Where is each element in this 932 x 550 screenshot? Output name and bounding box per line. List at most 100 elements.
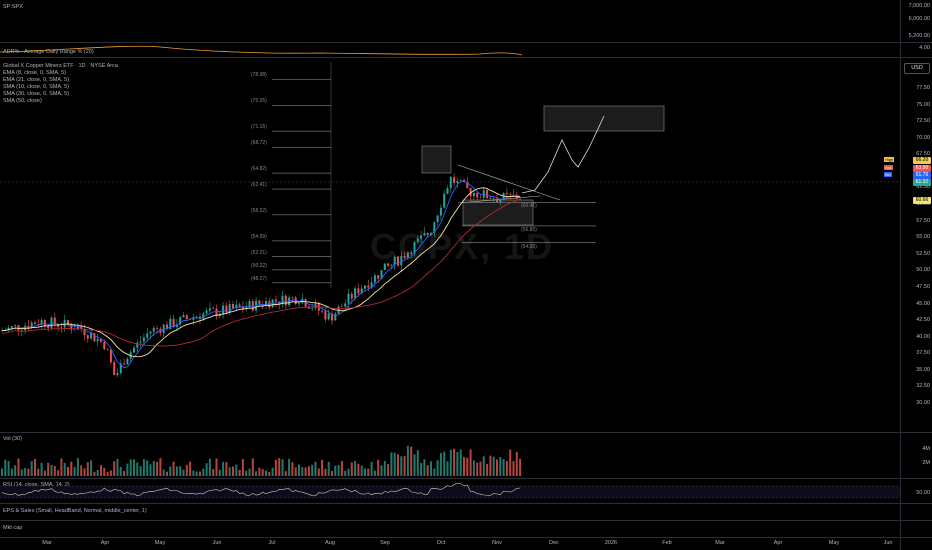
fib-level-label: (71.15): [251, 124, 267, 131]
candle-body: [423, 233, 426, 236]
time-axis[interactable]: Mar Apr May Jun Jul Aug Sep Oct Nov Dec 2026 Feb Mar…: [0, 537, 932, 550]
candle-body: [205, 310, 208, 314]
volume-bar: [423, 459, 426, 476]
volume-bar: [350, 462, 353, 476]
volume-bar: [294, 467, 297, 476]
pane-divider[interactable]: [0, 503, 932, 504]
currency-button[interactable]: USD: [904, 63, 930, 74]
price-tick: 67.50: [916, 151, 930, 158]
candle-body: [199, 316, 201, 319]
volume-bar: [57, 470, 60, 476]
volume-bar: [364, 468, 366, 476]
legend-sma30[interactable]: SMA (30, close, 0, SMA, 5): [3, 91, 70, 97]
legend-ema8[interactable]: EMA (8, close, 0, SMA, 5): [3, 70, 66, 76]
volume-bar: [301, 467, 304, 476]
pane-divider[interactable]: [0, 520, 932, 521]
volume-bar: [100, 465, 102, 476]
candle-body: [103, 341, 106, 350]
volume-bar: [215, 458, 218, 476]
legend-sma50[interactable]: SMA (50, close): [3, 98, 42, 104]
resistance-box: [421, 145, 452, 174]
volume-bar: [20, 469, 23, 476]
candle-body: [133, 347, 135, 353]
rsi-pane[interactable]: RSI (14, close, SMA, 14, 2): [0, 479, 900, 503]
price-tick: 72.50: [916, 118, 930, 125]
pane-divider[interactable]: [0, 478, 932, 479]
legend-ema21[interactable]: EMA (21, close, 0, SMA, 5): [3, 77, 70, 83]
volume-bar: [70, 461, 73, 476]
candle-body: [241, 306, 244, 309]
pane-divider[interactable]: [0, 537, 932, 538]
mcap-label: Mkt cap: [3, 525, 23, 531]
volume-bar: [383, 460, 386, 476]
volume-bar: [255, 471, 258, 476]
adr-pane[interactable]: ADR% - Average Daily Range % (20): [0, 43, 900, 57]
mcap-pane[interactable]: Mkt cap: [0, 521, 900, 537]
volume-bar: [278, 458, 281, 476]
volume-bar: [30, 461, 33, 476]
volume-bar: [377, 459, 380, 476]
candle-body: [169, 318, 172, 329]
volume-bar: [37, 468, 40, 476]
volume-bar: [60, 458, 63, 476]
volume-bar: [426, 465, 429, 476]
pane-divider[interactable]: [0, 432, 932, 433]
volume-bar: [175, 466, 178, 476]
ema21-line: [1, 187, 521, 358]
candle-body: [27, 325, 30, 328]
eps-pane[interactable]: EPS & Sales (Small, HeadBand, Normal, mi…: [0, 504, 900, 520]
candle-body: [20, 330, 23, 331]
price-tick: 35.00: [916, 366, 930, 373]
chart-canvas[interactable]: [0, 0, 900, 537]
candle-body: [149, 331, 152, 334]
time-tick: Apr: [773, 540, 783, 546]
volume-bar: [281, 459, 284, 476]
candle-body: [294, 297, 297, 305]
volume-bar: [80, 465, 83, 476]
volume-bar: [433, 468, 436, 476]
candle-body: [119, 363, 122, 374]
pane-divider[interactable]: [0, 57, 932, 58]
pane-divider[interactable]: [0, 42, 932, 43]
time-tick: Nov: [492, 540, 502, 546]
candle-body: [70, 325, 73, 330]
rsi-line: [1, 482, 521, 497]
candle-body: [472, 192, 475, 197]
volume-bar: [73, 466, 76, 476]
candle-body: [185, 315, 188, 320]
price-tick: 70.00: [916, 134, 930, 141]
volume-bar: [373, 470, 376, 476]
spx-pane[interactable]: SP:SPX: [0, 0, 900, 42]
volume-bar: [10, 468, 13, 476]
candle-body: [482, 190, 485, 198]
volume-label: Vol (30): [3, 436, 22, 442]
legend-symbol[interactable]: Global X Copper Miners ETF · 1D · NYSE A…: [3, 63, 118, 69]
rsi-band: [0, 486, 900, 498]
price-tick: 52.50: [916, 250, 930, 257]
volume-bar: [324, 468, 327, 476]
time-tick: Mar: [715, 540, 725, 546]
candle-body: [410, 252, 413, 255]
volume-bar: [116, 458, 119, 476]
fib-level-label: (56.85): [521, 226, 537, 233]
volume-bar: [235, 464, 238, 476]
ema8-line: [1, 180, 521, 369]
candle-body: [1, 330, 3, 332]
price-scale[interactable]: 7,000.00 6,000.00 5,200.00 4.00 USD 77.5…: [900, 0, 932, 550]
legend-sma10[interactable]: SMA (10, close, 0, SMA, 5): [3, 84, 70, 90]
candle-body: [175, 324, 178, 328]
tag-labels: High Ask Bid: [884, 157, 900, 197]
candle-body: [222, 305, 225, 314]
candle-body: [172, 318, 175, 328]
candle-body: [291, 297, 294, 299]
volume-bar: [472, 460, 475, 476]
candle-body: [76, 326, 79, 330]
candle-body: [340, 306, 343, 308]
candle-body: [123, 363, 126, 365]
candle-body: [100, 339, 102, 342]
volume-pane[interactable]: Vol (30): [0, 433, 900, 478]
rsi-label: RSI (14, close, SMA, 14, 2): [3, 482, 70, 488]
volume-bar: [446, 461, 449, 476]
candle-body: [136, 342, 139, 348]
candle-body: [40, 320, 43, 325]
